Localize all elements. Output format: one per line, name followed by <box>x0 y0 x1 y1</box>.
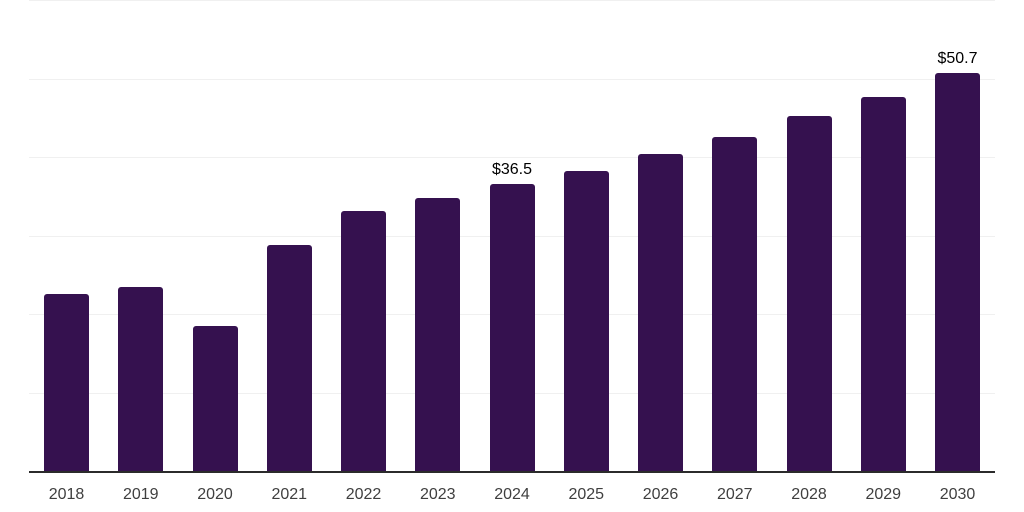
x-tick-label-2020: 2020 <box>197 486 233 503</box>
x-tick-label-2021: 2021 <box>271 486 308 503</box>
x-axis-line <box>29 471 995 473</box>
x-tick-label-2025: 2025 <box>568 486 605 503</box>
bar-2019 <box>118 287 164 471</box>
bar-2025 <box>563 171 609 471</box>
value-label-2030: $50.7 <box>937 50 978 67</box>
bar-2029 <box>860 96 906 471</box>
x-tick-label-2022: 2022 <box>345 486 382 503</box>
bar-2018 <box>44 294 89 471</box>
bar-2020 <box>192 325 238 471</box>
gridline-60 <box>29 0 995 1</box>
x-tick-label-2019: 2019 <box>122 486 159 503</box>
x-tick-label-2018: 2018 <box>48 486 85 503</box>
bar-2022 <box>341 211 386 471</box>
x-tick-label-2026: 2026 <box>642 486 679 503</box>
x-tick-label-2030: 2030 <box>939 486 976 503</box>
bar-2027 <box>712 137 758 471</box>
bar-2021 <box>266 244 312 471</box>
x-tick-label-2024: 2024 <box>494 486 530 503</box>
value-label-2024: $36.5 <box>491 161 533 178</box>
x-tick-label-2028: 2028 <box>791 486 827 503</box>
gridline-50 <box>29 79 995 80</box>
bar-2030 <box>935 73 980 471</box>
bar-2026 <box>638 153 683 471</box>
x-tick-label-2029: 2029 <box>865 486 902 503</box>
x-tick-label-2027: 2027 <box>716 486 753 503</box>
gridline-40 <box>29 157 995 158</box>
x-tick-label-2023: 2023 <box>419 486 456 503</box>
bar-2024 <box>489 184 535 471</box>
bar-2023 <box>415 197 461 471</box>
bar-2028 <box>786 116 832 471</box>
